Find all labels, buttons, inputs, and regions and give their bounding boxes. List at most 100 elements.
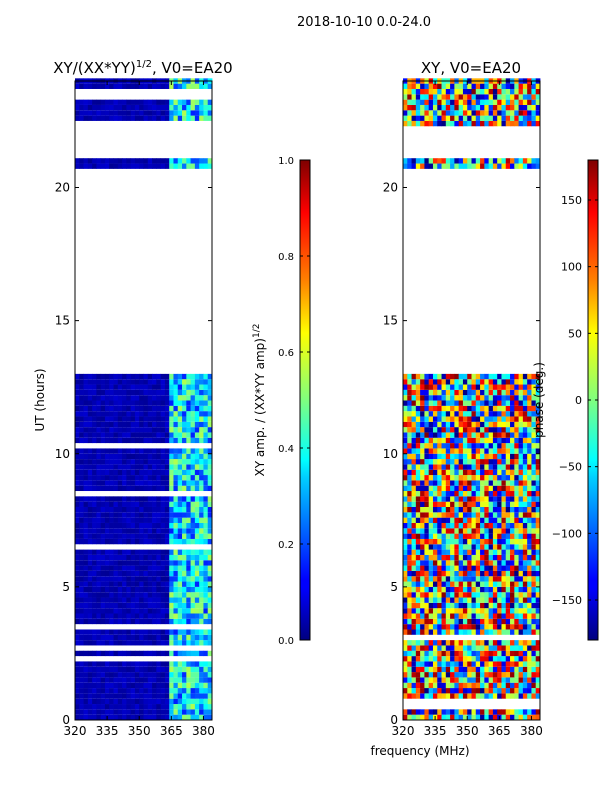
heatmap-cell <box>203 501 209 507</box>
heatmap-cell <box>522 379 528 385</box>
heatmap-cell <box>424 672 430 678</box>
heatmap-cell <box>488 549 494 555</box>
heatmap-cell <box>488 576 494 582</box>
heatmap-cell <box>104 528 110 534</box>
heatmap-cell <box>428 640 434 646</box>
heatmap-cell <box>190 453 196 460</box>
heatmap-cell <box>480 416 485 422</box>
heatmap-cell <box>117 618 123 625</box>
heatmap-cell <box>134 395 140 401</box>
heatmap-cell <box>462 94 468 100</box>
heatmap-cell <box>527 613 532 619</box>
heatmap-cell <box>522 565 528 571</box>
heatmap-cell <box>441 640 447 646</box>
x-tick-label: 350 <box>456 724 479 738</box>
heatmap-cell <box>79 613 84 619</box>
heatmap-cell <box>130 533 136 539</box>
heatmap-cell <box>199 512 204 518</box>
heatmap-cell <box>152 704 157 710</box>
heatmap-cell <box>501 115 507 121</box>
heatmap-cell <box>407 544 412 550</box>
heatmap-cell <box>117 597 123 603</box>
heatmap-cell <box>139 613 144 619</box>
heatmap-cell <box>497 491 502 497</box>
heatmap-cell <box>462 448 468 454</box>
heatmap-cell <box>407 554 412 561</box>
heatmap-cell <box>134 618 140 625</box>
heatmap-cell <box>514 709 519 715</box>
heatmap-cell <box>139 379 144 385</box>
heatmap-cell <box>152 672 157 678</box>
heatmap-cell <box>75 432 80 438</box>
heatmap-cell <box>484 693 490 699</box>
heatmap-cell <box>437 661 442 667</box>
heatmap-cell <box>505 400 511 406</box>
heatmap-cell <box>480 688 485 694</box>
heatmap-cell <box>130 682 136 689</box>
heatmap-cell <box>186 416 191 422</box>
heatmap-cell <box>83 389 89 396</box>
heatmap-cell <box>143 608 149 614</box>
heatmap-cell <box>505 666 511 673</box>
heatmap-cell <box>420 570 425 577</box>
heatmap-cell <box>518 522 524 529</box>
heatmap-cell <box>177 453 183 460</box>
heatmap-cell <box>207 640 213 646</box>
heatmap-cell <box>75 672 80 678</box>
heatmap-cell <box>527 533 532 539</box>
heatmap-cell <box>471 560 477 566</box>
heatmap-cell <box>420 443 425 449</box>
heatmap-cell <box>458 565 464 571</box>
heatmap-cell <box>139 528 144 534</box>
heatmap-cell <box>160 533 166 539</box>
heatmap-cell <box>445 645 451 651</box>
heatmap-cell <box>432 522 438 529</box>
heatmap-cell <box>458 517 464 523</box>
heatmap-cell <box>484 104 490 111</box>
heatmap-cell <box>471 115 477 121</box>
heatmap-cell <box>480 533 485 539</box>
heatmap-cell <box>488 427 494 433</box>
heatmap-cell <box>126 698 132 705</box>
heatmap-cell <box>454 512 460 518</box>
heatmap-cell <box>437 120 442 127</box>
heatmap-cell <box>445 533 451 539</box>
heatmap-cell <box>203 576 209 582</box>
heatmap-cell <box>403 469 408 476</box>
heatmap-cell <box>92 576 97 582</box>
heatmap-cell <box>437 389 442 396</box>
heatmap-cell <box>186 411 191 417</box>
heatmap-cell <box>420 709 425 715</box>
heatmap-cell <box>190 608 196 614</box>
heatmap-cell <box>411 163 417 169</box>
heatmap-cell <box>462 512 468 518</box>
heatmap-cell <box>117 395 123 401</box>
heatmap-cell <box>79 565 84 571</box>
heatmap-cell <box>156 549 162 555</box>
phase-plot-frame <box>402 80 541 721</box>
heatmap-cell <box>87 618 93 625</box>
heatmap-cell <box>527 554 532 561</box>
heatmap-cell <box>492 613 498 619</box>
heatmap-cell <box>75 405 80 412</box>
heatmap-cell <box>424 608 430 614</box>
heatmap-cell <box>169 522 174 529</box>
heatmap-cell <box>488 554 494 561</box>
phase-panel-title: XY, V0=EA20 <box>421 59 521 77</box>
heatmap-cell <box>454 586 460 593</box>
heatmap-cell <box>122 507 127 513</box>
heatmap-cell <box>156 533 162 539</box>
heatmap-cell <box>445 714 451 720</box>
heatmap-cell <box>411 427 417 433</box>
heatmap-cell <box>437 158 442 164</box>
heatmap-cell <box>177 554 183 561</box>
heatmap-cell <box>445 597 451 603</box>
heatmap-cell <box>522 469 528 476</box>
heatmap-cell <box>169 464 174 470</box>
heatmap-cell <box>169 608 174 614</box>
heatmap-cell <box>207 83 213 89</box>
heatmap-cell <box>164 666 170 673</box>
heatmap-cell <box>488 83 494 89</box>
heatmap-cell <box>109 437 114 444</box>
heatmap-cell <box>450 459 455 465</box>
